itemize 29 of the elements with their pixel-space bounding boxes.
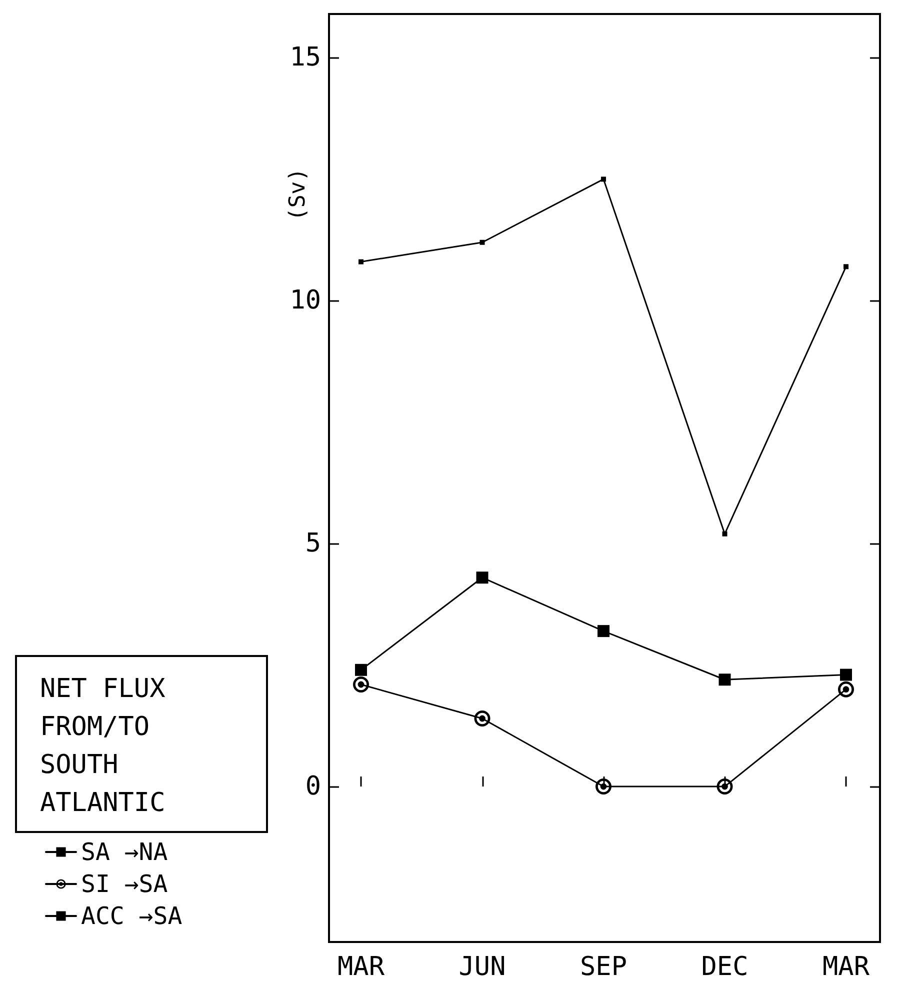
point: [840, 668, 852, 681]
point: [718, 674, 731, 686]
point: [844, 264, 848, 270]
y-tick-label: 0: [305, 772, 321, 802]
x-tick-label: MAR: [822, 952, 870, 982]
x-tick-label: MAR: [338, 952, 385, 982]
point: [838, 681, 854, 698]
y-tick-label: 15: [290, 42, 321, 73]
point: [353, 676, 369, 692]
point: [596, 778, 612, 795]
point: [474, 710, 490, 726]
point: [722, 531, 728, 536]
point: [358, 259, 364, 264]
point: [476, 572, 488, 584]
legend-label: SI →SA: [81, 870, 168, 898]
legend-label: SA →NA: [81, 838, 168, 866]
legend-label: ACC →SA: [81, 902, 183, 930]
x-tick-label: JUN: [458, 952, 506, 982]
y-tick-label: 10: [290, 286, 321, 316]
point: [355, 664, 367, 676]
point: [601, 176, 606, 182]
y-tick-label: 5: [305, 528, 321, 559]
point: [598, 625, 610, 638]
x-tick-label: DEC: [701, 952, 748, 982]
text: NET FLUX FROM/TO SOUTH ATLANTIC: [40, 674, 166, 818]
point: [480, 240, 485, 245]
y-axis-title: (Sv): [286, 168, 310, 221]
x-tick-label: SEP: [580, 952, 627, 982]
point: [716, 778, 733, 795]
